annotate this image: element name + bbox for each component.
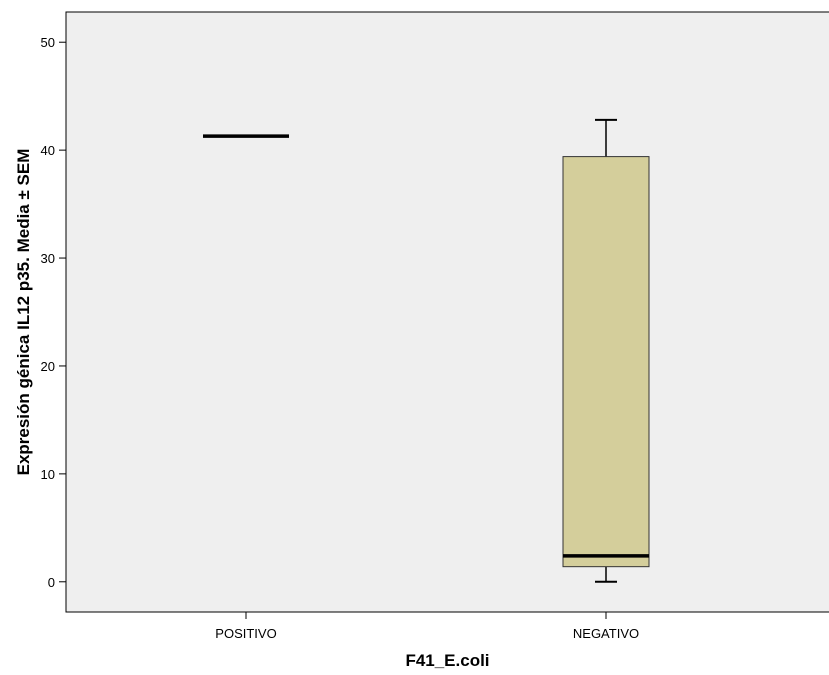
y-tick-label: 30 (41, 251, 55, 266)
x-axis-ticks: POSITIVO NEGATIVO (215, 612, 639, 641)
y-tick-label: 10 (41, 467, 55, 482)
plot-area (65, 11, 829, 613)
x-tick-label: NEGATIVO (573, 626, 639, 641)
y-tick-label: 20 (41, 359, 55, 374)
boxes (203, 118, 650, 583)
x-tick-label: POSITIVO (215, 626, 276, 641)
y-tick-label: 40 (41, 143, 55, 158)
x-axis-title: F41_E.coli (405, 651, 489, 670)
y-tick-label: 0 (48, 575, 55, 590)
box-iqr (562, 156, 650, 568)
box-negativo (562, 118, 650, 583)
y-tick-label: 50 (41, 35, 55, 50)
y-axis-title: Expresión génica IL12 p35. Media ± SEM (14, 149, 33, 476)
y-axis-ticks: 0 10 20 30 40 50 (41, 35, 66, 590)
